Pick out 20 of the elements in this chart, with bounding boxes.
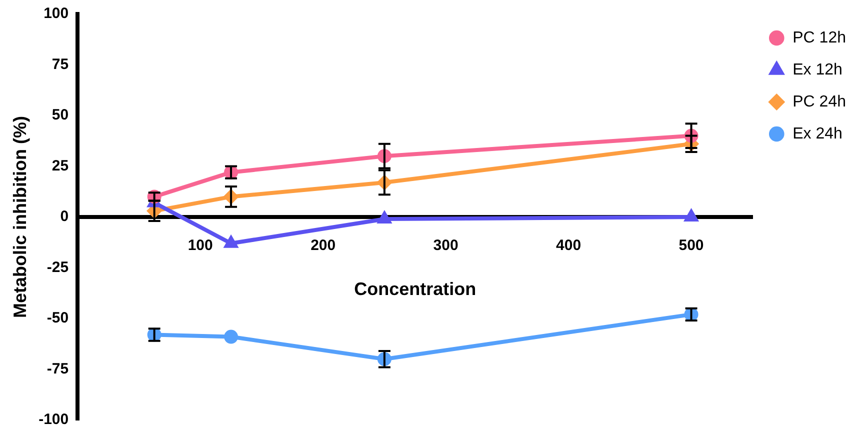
y-tick-label: 100 xyxy=(44,5,69,22)
x-axis-title: Concentration xyxy=(354,278,476,299)
y-tick-label: 25 xyxy=(52,157,69,174)
x-tick-label: 100 xyxy=(188,237,213,254)
y-tick-label: 50 xyxy=(52,106,69,124)
y-tick-label: -100 xyxy=(38,411,69,428)
legend-label: PC 24h xyxy=(792,93,846,110)
y-tick-label: -75 xyxy=(46,360,69,378)
legend-label: Ex 12h xyxy=(792,61,842,78)
y-axis-title: Metabolic inhibition (%) xyxy=(10,116,30,318)
x-tick-label: 500 xyxy=(678,237,704,254)
legend-label: Ex 24h xyxy=(792,125,842,142)
y-tick-label: -50 xyxy=(46,310,69,327)
x-tick-label: 400 xyxy=(556,237,582,254)
legend-label: PC 12h xyxy=(792,29,846,46)
y-tick-label: 75 xyxy=(52,56,69,73)
y-tick-label: 0 xyxy=(60,208,69,226)
x-tick-label: 200 xyxy=(310,237,336,254)
x-tick-label: 300 xyxy=(433,237,458,254)
y-tick-label: -25 xyxy=(46,258,69,276)
